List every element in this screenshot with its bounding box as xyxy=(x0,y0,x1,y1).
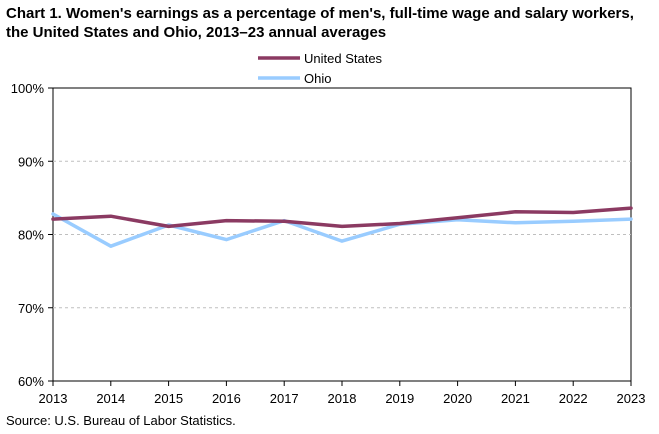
series-line-united-states xyxy=(51,206,633,229)
x-axis-tick-labels: 2013 2014 2015 2016 2017 2018 2019 2020 2021 2022… xyxy=(39,381,646,406)
x-tick-label: 2020 xyxy=(443,391,472,406)
x-tick-label: 2015 xyxy=(154,391,183,406)
gridlines xyxy=(53,160,631,309)
x-tick-label: 2022 xyxy=(559,391,588,406)
x-tick-label: 2016 xyxy=(212,391,241,406)
y-tick-label: 80% xyxy=(18,228,44,243)
series-line-ohio xyxy=(51,212,633,248)
legend-label: United States xyxy=(304,51,383,66)
y-tick-label: 70% xyxy=(18,301,44,316)
x-tick-label: 2018 xyxy=(328,391,357,406)
x-tick-label: 2013 xyxy=(39,391,68,406)
x-tick-label: 2014 xyxy=(96,391,125,406)
chart-title: Chart 1. Women's earnings as a percentag… xyxy=(6,5,634,41)
x-tick-label: 2023 xyxy=(617,391,646,406)
y-tick-label: 100% xyxy=(11,81,45,96)
y-axis-tick-labels: 100% 90% 80% 70% 60% xyxy=(11,81,53,389)
x-tick-label: 2019 xyxy=(385,391,414,406)
legend-label: Ohio xyxy=(304,71,331,86)
x-tick-label: 2017 xyxy=(270,391,299,406)
legend: United States Ohio xyxy=(258,51,383,86)
x-tick-label: 2021 xyxy=(501,391,530,406)
y-tick-label: 60% xyxy=(18,374,44,389)
y-tick-label: 90% xyxy=(18,154,44,169)
series-lines xyxy=(51,206,633,248)
source-note: Source: U.S. Bureau of Labor Statistics. xyxy=(6,413,236,428)
